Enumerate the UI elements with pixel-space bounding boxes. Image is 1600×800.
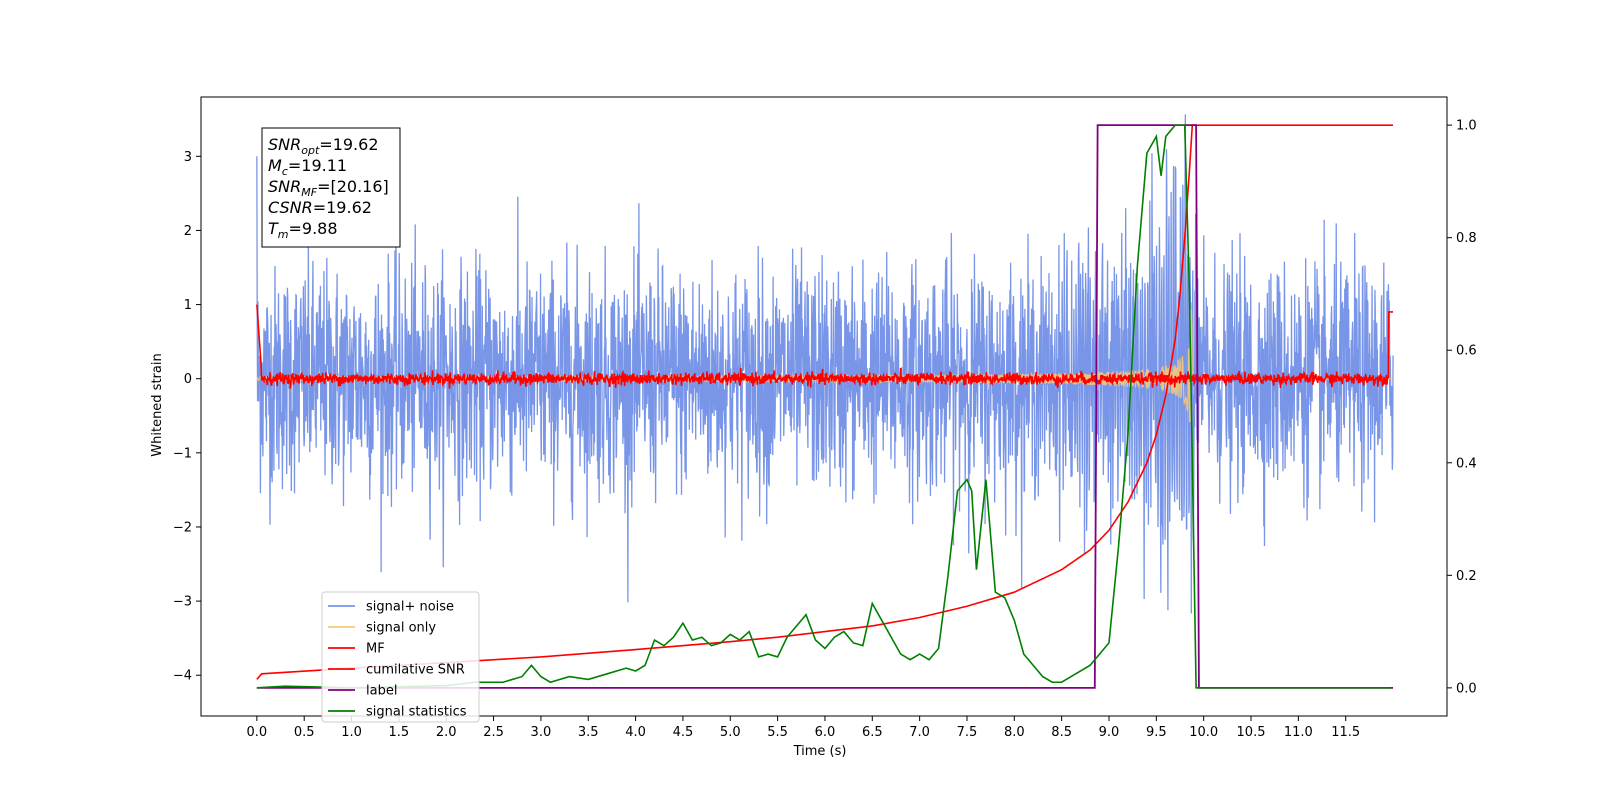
legend-label: signal statistics	[366, 705, 467, 720]
y-tick-label: −3	[173, 595, 192, 610]
x-tick-label: 2.0	[436, 725, 457, 740]
y-axis-right: 1.0 0.8 0.6 0.4 0.2 0.0	[1447, 119, 1477, 696]
x-tick-label: 9.5	[1146, 725, 1167, 740]
y-axis-label: Whitened strain	[150, 353, 165, 456]
x-tick-label: 3.5	[578, 725, 599, 740]
x-tick-label: 7.0	[909, 725, 930, 740]
y2-tick-label: 1.0	[1456, 119, 1477, 134]
y-tick-label: −2	[173, 520, 192, 535]
series-cumulative-snr	[256, 124, 1394, 680]
legend-label: label	[366, 684, 397, 699]
info-line: CSNR=19.62	[268, 198, 372, 217]
x-tick-label: 10.0	[1189, 725, 1218, 740]
y-tick-label: 1	[184, 298, 192, 313]
x-tick-label: 6.0	[815, 725, 836, 740]
info-line: SNRopt=19.62	[268, 135, 379, 157]
series-signal-noise	[256, 114, 1394, 614]
y-tick-label: −4	[173, 669, 192, 684]
y2-tick-label: 0.0	[1456, 681, 1477, 696]
y2-tick-label: 0.4	[1456, 456, 1477, 471]
x-tick-label: 11.5	[1331, 725, 1360, 740]
legend: signal+ noise signal only MF cumilative SNR…	[321, 591, 480, 723]
info-line: SNRMF=[20.16]	[268, 177, 389, 199]
x-tick-label: 8.0	[1004, 725, 1025, 740]
x-tick-label: 3.0	[531, 725, 552, 740]
x-tick-label: 11.0	[1284, 725, 1313, 740]
legend-frame	[321, 591, 480, 723]
y-tick-label: 3	[184, 150, 192, 165]
x-tick-label: 4.0	[625, 725, 646, 740]
x-axis-label: Time (s)	[793, 744, 847, 759]
x-tick-label: 0.0	[247, 725, 268, 740]
x-axis: 0.0 0.5 1.0 1.5 2.0 2.5 3.0 3.5 4.0 4.5 5.0 5.5 6.0 6…	[247, 716, 1360, 740]
y2-tick-label: 0.6	[1456, 344, 1477, 359]
info-line: Tm=9.88	[268, 219, 338, 241]
y2-tick-label: 0.2	[1456, 569, 1477, 584]
x-tick-label: 4.5	[673, 725, 694, 740]
x-tick-label: 9.0	[1099, 725, 1120, 740]
y-tick-label: −1	[173, 446, 192, 461]
series-signal-statistics	[256, 124, 1392, 689]
legend-label: signal+ noise	[366, 600, 454, 615]
x-tick-label: 6.5	[862, 725, 883, 740]
x-tick-label: 5.5	[767, 725, 788, 740]
info-annotation-box: SNRopt=19.62Mc=19.11SNRMF=[20.16]CSNR=19…	[261, 127, 401, 248]
info-box-frame	[261, 127, 401, 248]
legend-label: MF	[366, 642, 385, 657]
x-tick-label: 10.5	[1237, 725, 1266, 740]
y-tick-label: 0	[184, 372, 192, 387]
x-tick-label: 2.5	[483, 725, 504, 740]
x-tick-label: 0.5	[294, 725, 315, 740]
series-layer	[256, 114, 1394, 689]
legend-label: signal only	[366, 621, 436, 636]
x-tick-label: 1.0	[341, 725, 362, 740]
series-mf	[256, 304, 1394, 389]
info-line: Mc=19.11	[268, 156, 347, 178]
x-tick-label: 8.5	[1051, 725, 1072, 740]
series-label	[256, 124, 1394, 689]
y2-tick-label: 0.8	[1456, 231, 1477, 246]
x-tick-label: 5.0	[720, 725, 741, 740]
y-tick-label: 2	[184, 224, 192, 239]
y-axis-left: 3 2 1 0 −1 −2 −3 −4	[173, 150, 201, 684]
x-tick-label: 1.5	[389, 725, 410, 740]
plot-frame	[200, 96, 1448, 717]
legend-label: cumilative SNR	[366, 663, 465, 678]
x-tick-label: 7.5	[957, 725, 978, 740]
